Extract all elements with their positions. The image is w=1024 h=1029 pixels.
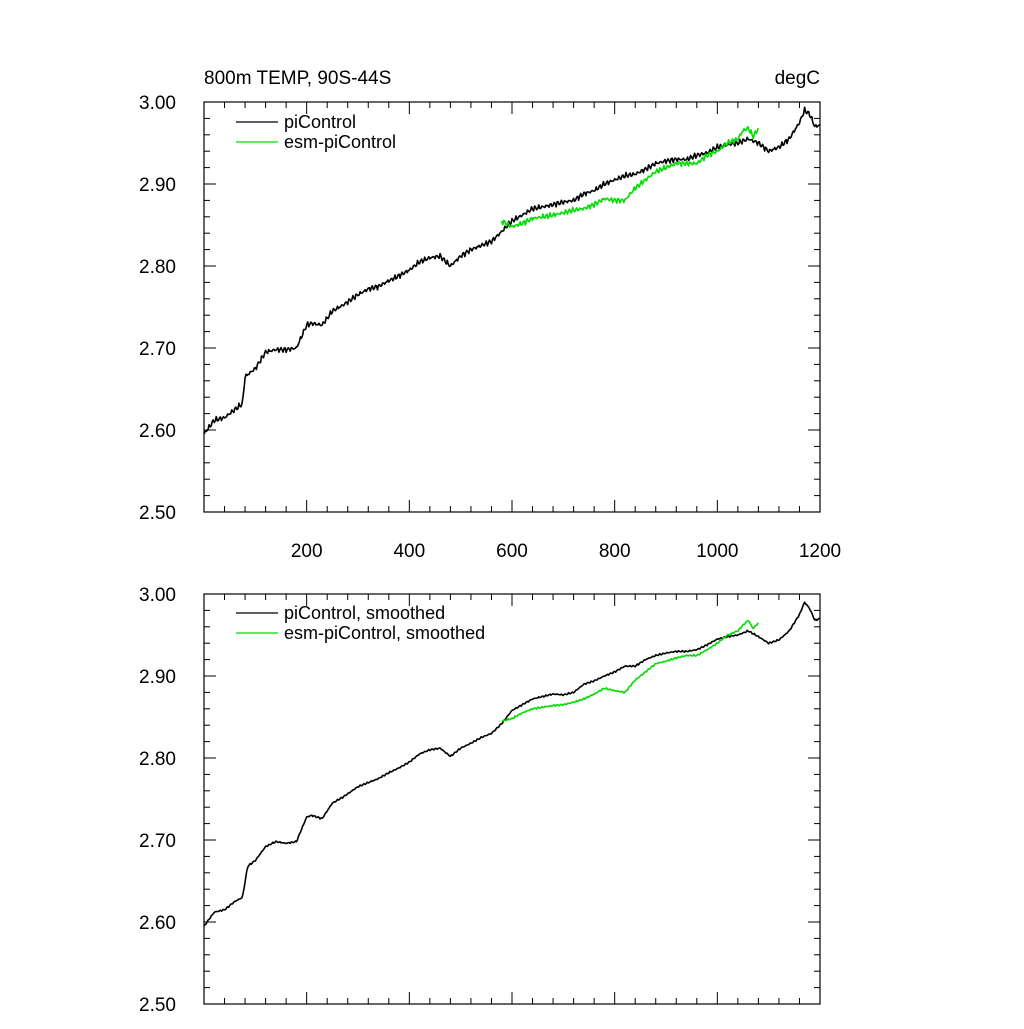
x-tick-label: 1200: [799, 541, 841, 562]
plot-frame: [203, 593, 821, 1005]
series-line-picontrol-smoothed: [203, 601, 821, 927]
top-legend: piControl esm-piControl: [236, 112, 396, 152]
y-tick-label: 2.50: [139, 995, 176, 1016]
series-line-esm-picontrol-smoothed: [501, 619, 760, 722]
y-tick-label: 3.00: [139, 585, 176, 606]
x-tick-label: 600: [496, 541, 528, 562]
y-tick-label: 2.80: [139, 257, 176, 278]
legend-label-esm-picontrol: esm-piControl: [284, 132, 396, 152]
x-tick-label: 200: [291, 541, 323, 562]
top-panel-series: [203, 106, 821, 435]
legend-label-esm-picontrol-smoothed: esm-piControl, smoothed: [284, 623, 485, 643]
y-tick-label: 2.60: [139, 421, 176, 442]
top-panel: 800m TEMP, 90S-44S degC 2.50 2.60 2.70 2.80…: [139, 68, 841, 562]
chart-title: 800m TEMP, 90S-44S: [204, 68, 391, 89]
series-line-picontrol: [203, 106, 821, 435]
bottom-panel-series: [203, 601, 821, 927]
y-tick-label: 3.00: [139, 93, 176, 114]
x-tick-label: 1000: [696, 541, 738, 562]
series-line-esm-picontrol: [500, 126, 760, 229]
y-tick-label: 2.60: [139, 913, 176, 934]
bottom-legend: piControl, smoothed esm-piControl, smoot…: [236, 603, 485, 643]
y-tick-label: 2.70: [139, 339, 176, 360]
y-tick-label: 2.90: [139, 175, 176, 196]
units-label: degC: [775, 68, 820, 89]
top-panel-ticks: 2.50 2.60 2.70 2.80 2.90 3.00 200 400 600 800 1000…: [139, 93, 841, 562]
x-tick-label: 800: [599, 541, 631, 562]
x-tick-label: 400: [393, 541, 425, 562]
bottom-panel-ticks: 2.50 2.60 2.70 2.80 2.90 3.00: [139, 585, 821, 1016]
legend-label-picontrol: piControl: [284, 112, 356, 132]
y-tick-label: 2.80: [139, 749, 176, 770]
y-tick-label: 2.70: [139, 831, 176, 852]
bottom-panel: 2.50 2.60 2.70 2.80 2.90 3.00 piControl, smoo…: [139, 585, 821, 1016]
y-tick-label: 2.50: [139, 503, 176, 524]
y-tick-label: 2.90: [139, 667, 176, 688]
legend-label-picontrol-smoothed: piControl, smoothed: [284, 603, 445, 623]
plot-frame: [203, 101, 821, 513]
